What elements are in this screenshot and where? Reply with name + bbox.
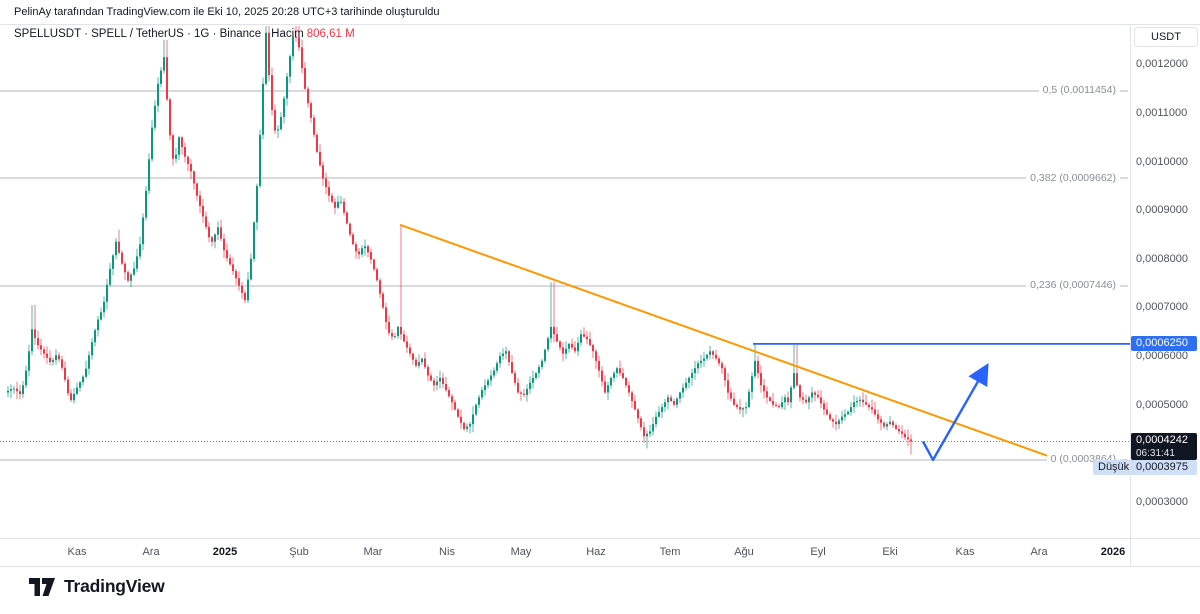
time-tick: Ağu <box>734 546 754 558</box>
time-tick: Şub <box>289 546 309 558</box>
tradingview-logo[interactable]: TradingView <box>28 576 165 597</box>
last-price-value: 0,0004242 <box>1136 433 1188 446</box>
symbol-title[interactable]: SPELLUSDT · SPELL / TetherUS · 1G · Bina… <box>14 28 262 40</box>
time-tick: Nis <box>439 546 455 558</box>
trendline[interactable] <box>399 223 1059 461</box>
fib-level-label-0,236: 0,236 (0,0007446) <box>1026 278 1120 294</box>
fib-level-label-0,382: 0,382 (0,0009662) <box>1026 170 1120 186</box>
low-price-label: 0,0003975 <box>1131 459 1197 475</box>
price-tick: 0,0009000 <box>1136 204 1188 217</box>
currency-toggle-button[interactable]: USDT <box>1134 27 1198 47</box>
candles <box>7 26 912 455</box>
brand-name: TradingView <box>64 576 165 596</box>
chart-legend[interactable]: SPELLUSDT · SPELL / TetherUS · 1G · Bina… <box>14 28 355 40</box>
price-tick: 0,0011000 <box>1136 106 1188 119</box>
time-tick: May <box>510 546 532 558</box>
attribution-text: PelinAy tarafından TradingView.com ile E… <box>14 6 440 18</box>
price-tick: 0,0012000 <box>1136 58 1188 71</box>
time-tick: Tem <box>659 546 681 558</box>
price-tick: 0,0005000 <box>1136 398 1188 411</box>
header-divider <box>0 24 1200 25</box>
footer-divider <box>0 566 1200 567</box>
time-tick: Mar <box>363 546 383 558</box>
volume-label: Hacim <box>271 28 304 40</box>
price-tick: 0,0003000 <box>1136 495 1188 508</box>
volume-value: 806,61 M <box>306 28 355 40</box>
time-tick: Ara <box>1030 546 1048 558</box>
time-tick: Kas <box>955 546 975 558</box>
timeaxis-divider <box>0 538 1200 539</box>
time-tick: Ara <box>142 546 160 558</box>
time-tick: 2026 <box>1100 546 1126 558</box>
price-tick: 0,0007000 <box>1136 301 1188 314</box>
tradingview-logo-icon <box>29 577 55 596</box>
time-tick: Eyl <box>810 546 826 558</box>
fib-level-label-0,5: 0,5 (0,0011454) <box>1038 83 1120 99</box>
projection-arrow[interactable] <box>921 362 989 462</box>
time-tick: Eki <box>882 546 898 558</box>
price-tick: 0,0010000 <box>1136 155 1188 168</box>
time-tick: Kas <box>67 546 87 558</box>
price-tick: 0,0006000 <box>1136 350 1188 363</box>
time-tick: Haz <box>586 546 606 558</box>
level-price-label: 0,0006250 <box>1131 336 1197 352</box>
down-candles <box>16 32 912 442</box>
price-tick: 0,0008000 <box>1136 252 1188 265</box>
last-price-label: 0,0004242 06:31:41 <box>1131 432 1197 460</box>
time-tick: 2025 <box>212 546 238 558</box>
bar-countdown: 06:31:41 <box>1136 447 1175 459</box>
axis-divider[interactable] <box>1130 24 1131 566</box>
low-label-chip: Düşük <box>1093 459 1135 475</box>
